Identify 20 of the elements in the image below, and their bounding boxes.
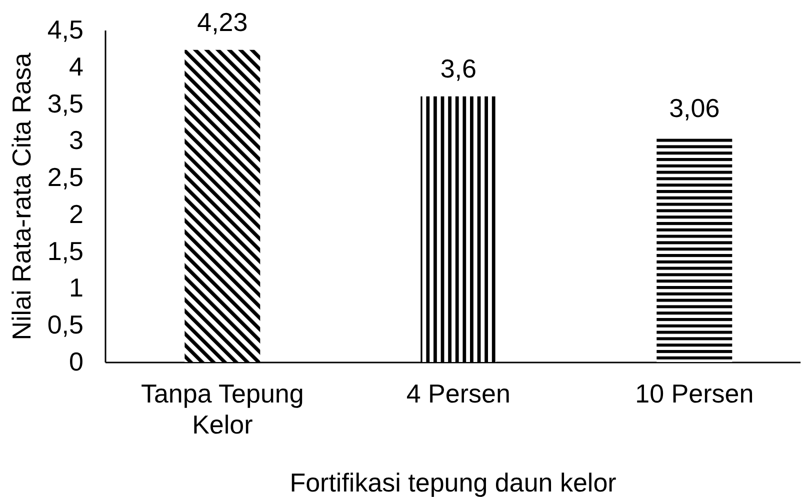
y-tick-label: 0,5: [47, 310, 84, 340]
y-tick-label: 0: [69, 346, 84, 376]
data-label: 4,23: [197, 6, 248, 37]
y-tick-label: 2: [69, 198, 84, 229]
y-tick-label: 4: [69, 51, 84, 82]
x-tick-label: Tanpa Tepung Kelor: [140, 378, 304, 440]
x-axis-title: Fortifikasi tepung daun kelor: [290, 468, 617, 497]
y-tick-label: 3: [69, 125, 84, 156]
bar: [420, 96, 496, 362]
x-tick-label: 10 Persen: [635, 378, 754, 408]
y-tick-label: 2,5: [47, 162, 84, 192]
y-tick-label: 3,5: [47, 88, 84, 118]
y-axis-title: Nilai Rata-rata Cita Rasa: [6, 52, 36, 340]
data-label: 3,6: [440, 53, 476, 84]
data-label: 3,06: [669, 93, 720, 124]
y-tick-label: 4,5: [47, 14, 84, 44]
y-tick-label: 1: [69, 272, 84, 303]
bar: [184, 50, 260, 362]
x-tick-label: 4 Persen: [406, 378, 510, 408]
y-tick-label: 1,5: [47, 236, 84, 266]
